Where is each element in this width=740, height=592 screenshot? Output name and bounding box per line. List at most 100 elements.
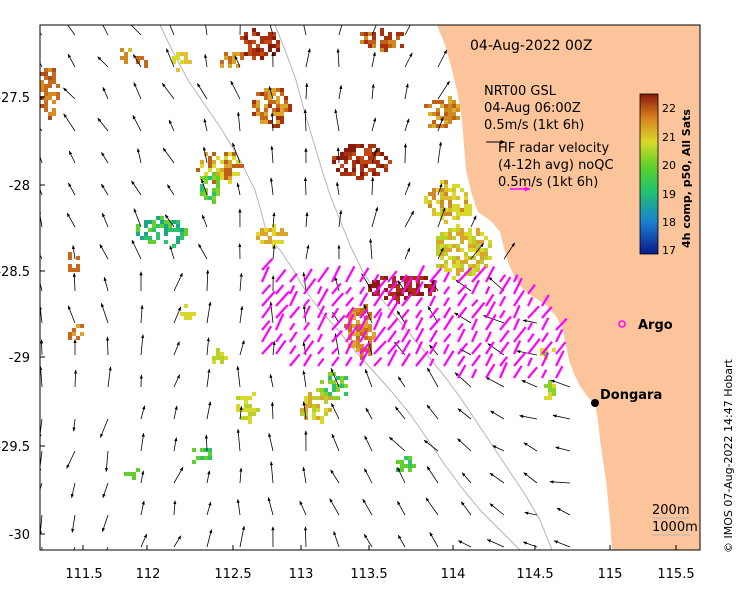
sst-pixel: [452, 104, 456, 108]
hf-radar-arrow: [317, 346, 325, 355]
sst-pixel: [348, 144, 352, 148]
x-tick-label: 115: [598, 567, 623, 582]
sst-pixel: [384, 288, 388, 292]
sst-pixel: [244, 52, 248, 56]
current-vector-arrow: [102, 482, 109, 499]
sst-pixel: [440, 252, 444, 256]
sst-pixel: [224, 164, 228, 168]
sst-pixel: [444, 232, 448, 236]
sst-pixel: [548, 388, 552, 392]
sst-pixel: [260, 116, 264, 120]
sst-pixel: [436, 100, 440, 104]
sst-pixel: [372, 284, 376, 288]
current-vector-arrow: [552, 414, 571, 420]
current-vector-arrow: [133, 208, 142, 228]
sst-pixel: [272, 44, 276, 48]
current-vector-arrow: [503, 242, 516, 260]
hf-radar-arrow: [429, 295, 436, 307]
current-vector-arrow: [305, 48, 311, 68]
sst-pixel: [232, 164, 236, 168]
sst-pixel: [460, 268, 464, 272]
sst-pixel: [276, 108, 280, 112]
hf-radar-arrow: [387, 280, 399, 295]
sst-pixel: [236, 64, 240, 68]
current-vector-arrow: [404, 181, 411, 196]
sst-pixel: [44, 84, 48, 88]
sst-pixel: [452, 264, 456, 268]
sst-pixel: [448, 200, 452, 204]
current-vector-arrow: [371, 25, 379, 36]
sst-pixel: [336, 376, 340, 380]
hf-radar-arrow: [513, 326, 527, 343]
hf-radar-arrow: [261, 284, 272, 295]
sst-pixel: [456, 256, 460, 260]
current-vector-arrow: [437, 116, 444, 132]
sst-pixel: [452, 244, 456, 248]
hf-radar-arrow: [372, 311, 383, 331]
sst-pixel: [400, 288, 404, 292]
current-vector-arrow: [67, 305, 76, 324]
sst-pixel: [212, 176, 216, 180]
sst-pixel: [276, 40, 280, 44]
sst-pixel: [252, 100, 256, 104]
current-vector-arrow: [40, 188, 43, 196]
sst-pixel: [228, 176, 232, 180]
sst-pixel: [404, 288, 408, 292]
sst-pixel: [280, 116, 284, 120]
hf-radar-arrow: [429, 280, 438, 295]
current-vector-arrow: [489, 503, 505, 516]
sst-pixel: [372, 332, 376, 336]
hf-radar-arrow: [331, 307, 340, 319]
sst-pixel: [476, 240, 480, 244]
hf-radar-arrow: [429, 358, 435, 367]
hf-radar-arrow: [317, 266, 330, 283]
sst-pixel: [256, 48, 260, 52]
hf-radar-arrow: [345, 356, 353, 367]
current-vector-arrow: [429, 344, 439, 356]
hf-radar-arrow: [485, 265, 496, 283]
sst-pixel: [272, 240, 276, 244]
current-vector-arrow: [169, 25, 175, 36]
sst-pixel: [312, 412, 316, 416]
sst-pixel: [264, 108, 268, 112]
current-vector-arrow: [268, 433, 274, 452]
sst-pixel: [360, 32, 364, 36]
sst-pixel: [424, 200, 428, 204]
sst-pixel: [384, 156, 388, 160]
sst-pixel: [276, 48, 280, 52]
current-vector-arrow: [40, 254, 43, 260]
hf-radar-arrow: [373, 356, 383, 367]
hf-radar-arrow: [289, 285, 296, 295]
sst-pixel: [176, 52, 180, 56]
current-vector-arrow: [140, 533, 148, 548]
sst-pixel: [316, 388, 320, 392]
sst-pixel: [372, 152, 376, 156]
sst-pixel: [376, 292, 380, 296]
sst-pixel: [440, 256, 444, 260]
hf-radar-arrow: [387, 300, 400, 319]
sst-pixel: [452, 204, 456, 208]
sst-pixel: [348, 172, 352, 176]
current-vector-arrow: [140, 304, 144, 324]
sst-pixel: [224, 168, 228, 172]
current-vector-arrow: [206, 337, 210, 356]
sst-pixel: [344, 152, 348, 156]
current-vector-arrow: [239, 305, 244, 324]
hf-radar-arrow: [415, 296, 423, 307]
current-vector-arrow: [206, 368, 211, 388]
hf-radar-arrow: [373, 278, 387, 295]
current-vector-arrow: [161, 82, 175, 100]
sst-pixel: [376, 172, 380, 176]
sst-pixel: [216, 180, 220, 184]
sst-pixel: [208, 456, 212, 460]
current-vector-arrow: [102, 86, 109, 100]
hf-radar-arrow: [457, 322, 464, 331]
sst-pixel: [488, 256, 492, 260]
colorbar-tick: 17: [662, 244, 676, 257]
hf-radar-arrow: [316, 285, 323, 295]
sst-pixel: [176, 224, 180, 228]
sst-pixel: [336, 384, 340, 388]
sst-pixel: [448, 120, 452, 124]
sst-pixel: [448, 96, 452, 100]
sst-pixel: [348, 152, 352, 156]
